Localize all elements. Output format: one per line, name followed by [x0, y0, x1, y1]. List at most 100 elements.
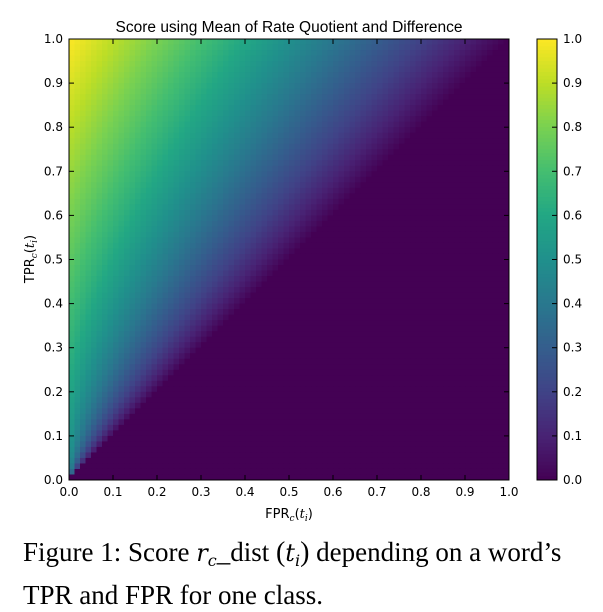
heatmap-cell [162, 121, 169, 128]
heatmap-cell [168, 253, 175, 261]
heatmap-cell [300, 248, 307, 255]
heatmap-cell [503, 336, 509, 343]
heatmap-cell [382, 342, 389, 349]
heatmap-cell [250, 237, 257, 244]
heatmap-cell [206, 154, 213, 161]
heatmap-cell [135, 77, 142, 84]
heatmap-cell [162, 220, 169, 228]
heatmap-cell [393, 72, 400, 79]
heatmap-cell [261, 358, 268, 365]
heatmap-cell [492, 375, 499, 382]
heatmap-cell [162, 132, 169, 139]
heatmap-cell [80, 83, 87, 90]
heatmap-cell [256, 364, 263, 371]
heatmap-cell [333, 204, 340, 211]
heatmap-cell [415, 331, 422, 338]
heatmap-cell [311, 209, 318, 216]
heatmap-cell [454, 259, 461, 266]
heatmap-cell [102, 154, 109, 161]
heatmap-cell [162, 336, 169, 343]
heatmap-cell [91, 314, 98, 321]
heatmap-cell [261, 226, 268, 233]
heatmap-cell [322, 198, 329, 205]
heatmap-cell [228, 182, 235, 189]
heatmap-cell [118, 39, 125, 46]
heatmap-cell [437, 209, 444, 216]
heatmap-cell [250, 292, 257, 299]
heatmap-cell [338, 121, 345, 128]
heatmap-cell [305, 231, 312, 239]
heatmap-cell [415, 259, 422, 266]
heatmap-cell [96, 380, 103, 387]
heatmap-cell [289, 55, 296, 62]
heatmap-cell [366, 116, 373, 123]
heatmap-cell [344, 298, 351, 305]
heatmap-cell [498, 369, 505, 376]
heatmap-cell [124, 325, 131, 332]
heatmap-cell [377, 88, 384, 95]
heatmap-cell [426, 154, 433, 161]
heatmap-cell [294, 292, 301, 299]
heatmap-cell [289, 182, 296, 189]
heatmap-cell [113, 220, 120, 228]
heatmap-cell [217, 121, 224, 128]
heatmap-cell [327, 132, 334, 139]
heatmap-cell [327, 44, 334, 51]
heatmap-cell [377, 83, 384, 90]
heatmap-cell [476, 215, 483, 222]
heatmap-cell [360, 320, 367, 327]
heatmap-cell [503, 270, 509, 277]
heatmap-cell [432, 39, 439, 46]
heatmap-cell [212, 204, 219, 211]
heatmap-cell [311, 116, 318, 123]
heatmap-cell [448, 77, 455, 84]
heatmap-cell [366, 287, 373, 294]
heatmap-cell [102, 226, 109, 233]
heatmap-cell [487, 149, 494, 156]
heatmap-cell [261, 369, 268, 376]
heatmap-cell [278, 83, 285, 90]
heatmap-cell [377, 320, 384, 327]
heatmap-cell [135, 242, 142, 250]
heatmap-cell [481, 160, 488, 167]
heatmap-cell [267, 265, 274, 272]
heatmap-cell [239, 132, 246, 139]
heatmap-cell [261, 242, 268, 250]
heatmap-cell [151, 314, 158, 321]
heatmap-cell [107, 336, 114, 343]
heatmap-cell [173, 259, 180, 266]
heatmap-cell [393, 165, 400, 172]
heatmap-cell [355, 198, 362, 205]
heatmap-cell [322, 298, 329, 305]
heatmap-cell [157, 270, 164, 277]
heatmap-cell [377, 66, 384, 73]
heatmap-cell [146, 44, 153, 51]
heatmap-cell [168, 226, 175, 233]
heatmap-cell [124, 265, 131, 272]
heatmap-cell [421, 176, 428, 183]
heatmap-cell [217, 39, 224, 46]
heatmap-cell [366, 72, 373, 79]
heatmap-cell [179, 110, 186, 117]
heatmap-cell [344, 50, 351, 57]
heatmap-cell [333, 331, 340, 338]
heatmap-cell [267, 110, 274, 117]
heatmap-cell [404, 55, 411, 62]
heatmap-cell [382, 61, 389, 68]
heatmap-cell [349, 209, 356, 216]
heatmap-cell [377, 149, 384, 156]
heatmap-cell [245, 99, 252, 106]
heatmap-cell [443, 220, 450, 228]
heatmap-cell [201, 364, 208, 371]
heatmap-cell [487, 270, 494, 277]
heatmap-cell [498, 39, 505, 46]
heatmap-cell [481, 66, 488, 73]
heatmap-cell [322, 358, 329, 365]
heatmap-cell [124, 171, 131, 178]
heatmap-cell [289, 292, 296, 299]
heatmap-cell [327, 231, 334, 239]
heatmap-cell [69, 336, 76, 343]
heatmap-cell [421, 237, 428, 244]
heatmap-cell [283, 187, 290, 194]
heatmap-cell [234, 276, 241, 283]
